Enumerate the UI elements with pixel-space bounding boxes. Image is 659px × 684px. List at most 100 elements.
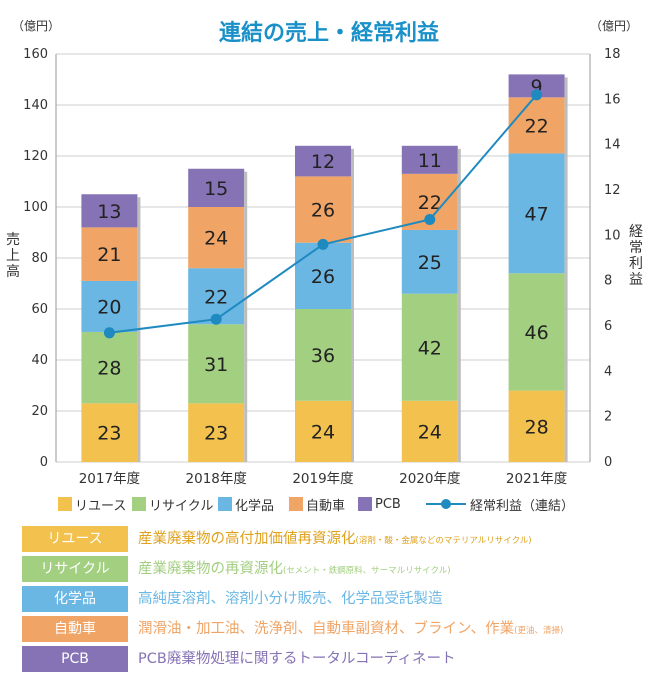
right-tick-label: 14 [604,138,621,153]
category-description-text: 産業廃棄物の高付加価値再資源化 [138,531,356,547]
category-description: 産業廃棄物の高付加価値再資源化(溶剤・酸・金属などのマテリアルリサイクル) [138,526,532,552]
category-row: PCB PCB廃棄物処理に関するトータルコーディネート [22,646,634,672]
axis-label-char: 常 [629,240,643,256]
right-tick-label: 8 [604,274,612,289]
category-description: 高純度溶剤、溶剤小分け販売、化学品受託製造 [138,586,443,612]
bar-segment [81,227,138,281]
bar-shadow [564,77,568,463]
profit-point [424,213,436,225]
category-label: 自動車 [22,616,128,642]
bar-value-label: 22 [204,286,228,308]
x-category-label: 2019年度 [292,471,353,487]
axis-label-char: 益 [629,272,643,288]
bar-segment [401,293,458,401]
bar-value-label: 42 [418,337,442,359]
right-tick-label: 2 [604,410,612,425]
legend-label: リサイクル [149,498,214,514]
axis-label-char: 高 [6,263,20,280]
legend: リユース リサイクル 化学品 自動車 PCB 経常利益（連結） [0,492,659,516]
category-row: リユース 産業廃棄物の高付加価値再資源化(溶剤・酸・金属などのマテリアルリサイクル… [22,526,634,552]
left-tick-label: 60 [31,302,48,317]
legend-label: 自動車 [306,498,346,514]
category-description-text: PCB廃棄物処理に関するトータルコーディネート [138,651,456,667]
right-axis-label: 経常利益 [629,224,643,288]
category-description-note: (セメント・鉄鋼原料、サーマルリサイクル) [283,566,451,576]
category-row: 化学品 高純度溶剤、溶剤小分け販売、化学品受託製造 [22,586,634,612]
legend-swatch [358,497,372,511]
bar-segment [401,229,458,294]
left-tick-label: 120 [23,149,48,164]
legend-item: 化学品 [218,495,275,514]
bar-value-label: 47 [525,203,549,225]
bar-value-label: 20 [97,296,121,318]
left-tick-label: 0 [40,455,48,470]
bar-segment [81,280,138,332]
legend-label: 化学品 [235,498,275,514]
axis-label-char: 上 [6,248,20,264]
bar-value-label: 36 [311,345,335,367]
category-label: リユース [22,526,128,552]
bar-segment [508,273,565,391]
category-label: リサイクル [22,556,128,582]
bar-segment [81,403,138,462]
bar-stacks: 23 28 20 21 13 23 31 22 24 15 24 36 26 26 12 24 42 25 22 11… [81,74,568,463]
bar-value-label: 12 [311,151,335,173]
right-tick-label: 6 [604,319,612,334]
bar-value-label: 28 [97,358,121,380]
x-category-label: 2017年度 [79,471,140,487]
left-tick-label: 140 [23,98,48,113]
profit-point [103,327,115,339]
right-axis-ticks: 0 2 4 6 8 10 12 14 16 18 [604,47,621,470]
category-row: リサイクル 産業廃棄物の再資源化(セメント・鉄鋼原料、サーマルリサイクル) [22,556,634,582]
bar-value-label: 25 [418,252,442,274]
category-label: 化学品 [22,586,128,612]
category-description-table: リユース 産業廃棄物の高付加価値再資源化(溶剤・酸・金属などのマテリアルリサイクル… [22,526,634,676]
bar-value-label: 24 [204,228,228,250]
legend-swatch [289,497,303,511]
legend-item: 自動車 [289,495,346,514]
left-tick-label: 100 [23,200,48,215]
chart: 連結の売上・経常利益 （億円） （億円） 0204060801001201401… [6,19,643,487]
legend-item: リサイクル [132,495,214,514]
bar-value-label: 22 [525,115,549,137]
category-description-note: (溶剤・酸・金属などのマテリアルリサイクル) [355,536,532,546]
category-label: PCB [22,646,128,672]
bar-segment [188,403,245,462]
bar-segment [81,194,138,228]
bar-value-label: 46 [525,322,549,344]
category-row: 自動車 潤滑油・加工油、洗浄剤、自動車副資材、ブライン、作業(更油、清掃) [22,616,634,642]
bar-segment [295,400,351,462]
left-tick-label: 80 [31,251,48,266]
bar-value-label: 15 [204,178,228,200]
bar-segment [295,242,351,309]
legend-swatch [132,497,146,511]
profit-point [531,89,543,101]
axis-label-char: 売 [6,232,20,248]
left-axis-label: 売上高 [6,232,20,280]
bar-segment [508,153,565,274]
bar-shadow [457,148,461,463]
legend-line-label: 経常利益（連結） [470,498,575,514]
category-description-text: 産業廃棄物の再資源化 [138,561,283,577]
bar-value-label: 21 [97,244,121,266]
x-category-label: 2018年度 [186,471,247,487]
right-tick-label: 16 [604,92,621,107]
bar-shadow [244,171,248,462]
bar-segment [401,400,458,462]
left-axis-ticks: 0 20 40 60 80 100 120 140 160 [23,47,48,470]
legend-item-line: 経常利益（連結） [426,495,575,514]
bar-segment [188,207,245,269]
left-tick-label: 160 [23,47,48,62]
bar-segment [81,331,138,404]
bar-value-label: 23 [204,423,228,445]
bar-segment [508,74,565,98]
bar-segment [188,168,245,207]
left-tick-label: 20 [31,404,48,419]
bar-value-label: 31 [204,354,228,376]
left-axis-unit: （億円） [12,19,60,33]
legend-item: リユース [58,495,126,514]
right-tick-label: 4 [604,364,612,379]
legend-swatch [58,497,72,511]
category-description-text: 高純度溶剤、溶剤小分け販売、化学品受託製造 [138,591,443,607]
bar-segment [508,390,565,462]
